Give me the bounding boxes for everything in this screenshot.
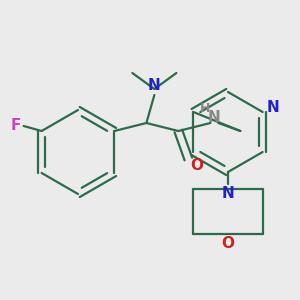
Text: O: O	[190, 158, 203, 172]
Text: O: O	[221, 236, 235, 251]
Text: H: H	[200, 103, 211, 116]
Text: N: N	[208, 110, 221, 124]
Text: N: N	[148, 77, 161, 92]
Text: N: N	[222, 185, 234, 200]
Text: N: N	[266, 100, 279, 116]
Text: F: F	[11, 118, 21, 134]
